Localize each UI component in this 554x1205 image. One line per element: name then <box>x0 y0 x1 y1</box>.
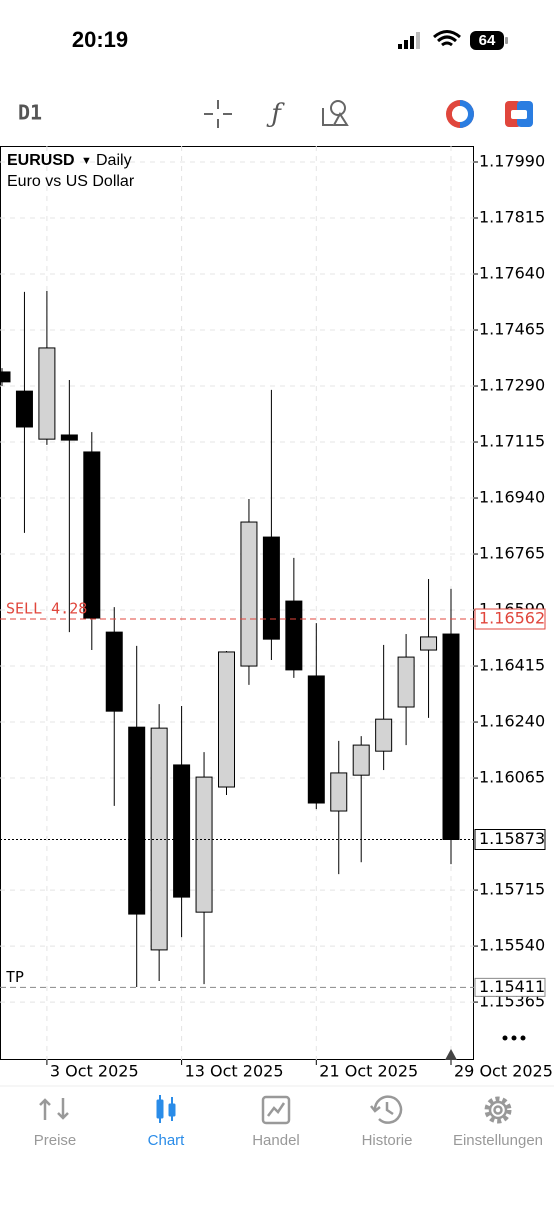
y-tick-label: 1.16065 <box>479 768 545 787</box>
candle-body <box>397 656 415 708</box>
order-price: 1.16562 <box>479 609 545 628</box>
y-tick-label: 1.17815 <box>479 208 545 227</box>
candle-body <box>38 347 56 440</box>
y-tick-label: 1.17290 <box>479 376 545 395</box>
tab-icon <box>156 1095 176 1123</box>
icon-shape <box>373 1095 403 1124</box>
candle-body <box>420 636 438 651</box>
tab-label: Handel <box>252 1132 300 1149</box>
tp-price-box <box>474 977 546 997</box>
tp-label: TP <box>6 968 24 986</box>
y-tick-label: 1.16415 <box>479 656 545 675</box>
x-tick-label: 3 Oct 2025 <box>50 1062 139 1081</box>
candle-body <box>60 434 78 441</box>
icon-shape <box>488 1100 508 1120</box>
candle-body <box>150 727 168 951</box>
tp-price: 1.15411 <box>479 977 545 996</box>
icon-shape <box>261 1095 291 1125</box>
candle-body <box>375 718 393 752</box>
order-price-box <box>474 608 546 630</box>
tab-2[interactable]: Handel <box>252 1095 300 1149</box>
candle-body <box>285 600 303 671</box>
tab-label: Preise <box>34 1132 77 1149</box>
candle-body <box>0 371 11 383</box>
more-button[interactable] <box>502 1035 526 1041</box>
y-tick-label: 1.17115 <box>479 432 545 451</box>
symbol[interactable]: EURUSD <box>7 152 75 169</box>
icon-shape <box>39 1098 69 1120</box>
accounts-button[interactable] <box>505 101 533 127</box>
tab-3[interactable]: Historie <box>362 1095 413 1149</box>
candle-body <box>240 521 258 667</box>
shift-marker <box>445 1049 457 1060</box>
candle-body <box>195 776 213 913</box>
battery-icon <box>470 31 504 50</box>
icon-shape <box>385 1102 394 1116</box>
chart-frame <box>0 146 474 1060</box>
icon-shape <box>370 1105 381 1113</box>
tab-4[interactable]: Einstellungen <box>453 1096 543 1149</box>
trade-button[interactable] <box>446 100 474 128</box>
wifi-icon <box>433 30 461 47</box>
y-tick-label: 1.15540 <box>479 936 545 955</box>
candle-body <box>83 451 101 619</box>
tab-1[interactable]: Chart <box>148 1095 186 1149</box>
order-label: SELL 4.28 <box>6 600 87 618</box>
symbol-description: Euro vs US Dollar <box>7 173 135 190</box>
battery-tip <box>505 37 508 44</box>
y-tick-label: 1.17990 <box>479 152 545 171</box>
icon-shape <box>267 1102 286 1117</box>
tab-icon <box>370 1095 403 1124</box>
tab-label: Einstellungen <box>453 1132 543 1149</box>
timeframe-button[interactable]: D1 <box>18 101 42 125</box>
tab-0[interactable]: Preise <box>34 1098 77 1149</box>
tab-icon <box>39 1098 69 1120</box>
candle-body <box>105 631 123 712</box>
y-tick-label: 1.17465 <box>479 320 545 339</box>
tab-icon <box>261 1095 291 1125</box>
y-tick-label: 1.17640 <box>479 264 545 283</box>
status-time: 20:19 <box>72 27 128 52</box>
current-price: 1.15873 <box>479 829 545 848</box>
y-tick-label: 1.16765 <box>479 544 545 563</box>
candle-body <box>442 633 460 841</box>
icon-shape <box>493 1105 503 1115</box>
x-tick-label: 13 Oct 2025 <box>185 1062 284 1081</box>
candle-body <box>307 675 325 804</box>
x-tick-label: 21 Oct 2025 <box>319 1062 418 1081</box>
y-tick-label: 1.16940 <box>479 488 545 507</box>
candle-body <box>15 390 33 428</box>
candle-body <box>330 772 348 812</box>
icon-shape <box>484 1096 512 1124</box>
candle-body <box>218 651 235 788</box>
signal-icon <box>398 32 420 49</box>
crosshair-button[interactable] <box>204 100 232 128</box>
tab-label: Chart <box>148 1132 186 1149</box>
candle-body <box>173 764 191 898</box>
period: Daily <box>96 152 132 169</box>
candle-body <box>262 536 280 640</box>
y-tick-label: 1.15715 <box>479 880 545 899</box>
tab-icon <box>484 1096 512 1124</box>
x-tick-label: 29 Oct 2025 <box>454 1062 553 1081</box>
indicators-button[interactable]: ƒ <box>266 99 285 129</box>
symbol-dropdown[interactable]: ▼ <box>81 155 92 167</box>
tab-label: Historie <box>362 1132 413 1149</box>
objects-button[interactable] <box>322 100 349 126</box>
current-price-box <box>474 829 546 851</box>
candle-body <box>352 744 370 776</box>
y-tick-label: 1.16240 <box>479 712 545 731</box>
battery-level: 64 <box>479 32 496 49</box>
candle-body <box>128 726 146 915</box>
